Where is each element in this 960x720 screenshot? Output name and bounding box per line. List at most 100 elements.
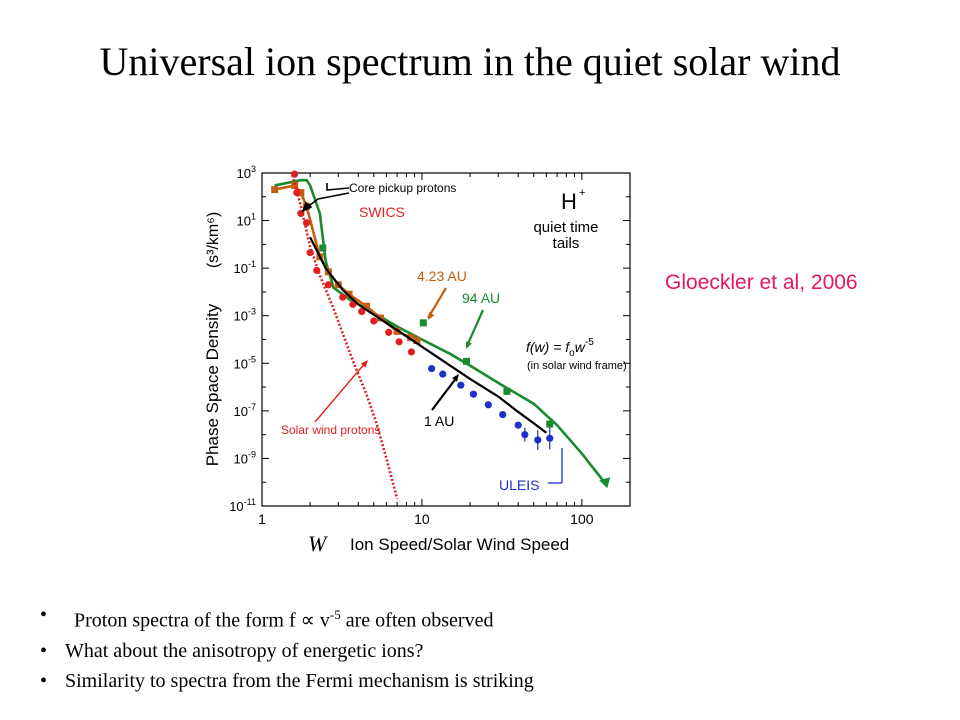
y-tick-base: 10 [229,499,243,514]
swics-point [324,281,332,289]
citation-label: Gloeckler et al, 2006 [665,271,858,294]
uleis-point [469,390,478,398]
bullet-text-pre: Proton spectra of the form f [74,609,301,632]
94-au-points-point [419,319,427,327]
x-axis-variable: W [308,531,328,556]
bullet-text: Similarity to spectra from the Fermi mec… [65,669,534,692]
4-23-au-point [413,337,421,345]
1-au-line [309,236,548,434]
y-tick-base: 10 [237,166,251,181]
4-23-au-point [407,334,415,342]
au423-arrow [427,287,447,319]
uleis-point [484,401,492,409]
solar-wind-protons-label: Solar wind protons [281,423,380,437]
y-axis-label: Phase Space Density [203,303,222,466]
y-tick-exp: -1 [248,259,256,269]
bullet-dot: • [40,604,48,626]
4-23-au-point [297,189,305,197]
uleis-point [457,381,465,389]
y-tick-exp: 3 [251,164,256,174]
species-charge: + [579,187,585,199]
y-tick-exp: -7 [248,402,256,412]
core-pickup-label: Core pickup protons [349,181,456,195]
bullet-text: What about the anisotropy of energetic i… [65,639,424,662]
formula-exp: -5 [585,337,594,348]
swics-point [370,317,378,325]
au94-end-arrow [599,477,611,489]
bullet-exponent: -5 [329,607,341,622]
y-tick-exp: 1 [251,212,256,222]
swics-point [395,338,403,346]
4-23-au-point [271,186,279,194]
swics-point [385,328,393,336]
y-tick-label: 101 [237,212,256,229]
uleis-point [439,370,447,378]
solar-wind-arrowhead [360,360,368,368]
au423-label: 4.23 AU [417,268,467,284]
formula-note: (in solar wind frame) [527,360,627,372]
4-23-au-point [345,290,353,298]
uleis-label: ULEIS [499,477,539,493]
94-au-line [274,178,607,485]
4-23-au-point [362,302,370,310]
formula-sub: o [569,348,575,359]
slide-title: Universal ion spectrum in the quiet sola… [99,39,841,84]
y-tick-label: 10-3 [234,307,256,324]
swics-point [339,293,347,301]
formula-var: w [575,339,586,355]
swics-point [358,307,366,316]
au94-label: 94 AU [462,290,500,306]
y-tick-label: 10-11 [229,497,256,514]
y-tick-label: 10-7 [234,402,256,419]
y-tick-base: 10 [234,404,248,419]
swics-label: SWICS [359,204,405,220]
uleis-point [499,410,507,419]
uleis-bracket [548,448,563,484]
au94-arrow [465,309,485,347]
proportional-symbol: ∝ [300,609,315,632]
series-layer [271,170,611,500]
swics-point [407,348,416,356]
y-tick-exp: -9 [248,449,256,459]
bullet-item: • Proton spectra of the form f ∝ v-5 are… [40,600,534,636]
formula-lhs: f(w) = f [526,339,571,355]
au1-arrow [431,376,458,411]
y-tick-label: 103 [237,164,256,181]
formula: f(w) = fow-5 [526,337,594,359]
94-au-points-point [546,420,554,428]
y-tick-exp: -11 [244,497,256,507]
bullet-text-post: are often observed [340,609,494,632]
94-au-points-point [319,244,327,252]
bullet-list: • Proton spectra of the form f ∝ v-5 are… [40,600,534,696]
annotations-layer: Phase Space Density (s³/km⁶) W Ion Speed… [203,181,627,556]
au94-arrowhead [466,341,472,349]
bullet-text-mid: v [314,609,330,632]
uleis-point [428,364,436,373]
4-23-au-point [291,181,299,189]
au423-arrowhead [428,312,435,320]
bullet-dot: • [40,639,48,662]
tails-label: tails [553,235,580,252]
au1-arrowhead [452,374,459,382]
y-tick-label: 10-5 [234,354,256,371]
y-tick-exp: -5 [248,354,256,364]
swics-point [349,300,357,308]
y-tick-base: 10 [237,214,251,229]
solar-wind-arrow [314,361,367,423]
y-tick-exp: -3 [248,307,256,317]
y-tick-base: 10 [234,309,248,324]
x-tick-label: 1 [258,511,266,527]
94-au-points-point [503,387,511,395]
y-tick-base: 10 [234,261,248,276]
x-tick-label: 100 [570,511,594,527]
x-axis-label: Ion Speed/Solar Wind Speed [350,535,569,554]
bullet-item: • What about the anisotropy of energetic… [40,636,534,666]
y-tick-base: 10 [234,356,248,371]
y-tick-base: 10 [234,451,248,466]
x-tick-label: 10 [414,511,430,527]
uleis-point [514,421,522,429]
y-tick-label: 10-1 [234,259,256,276]
species-label: H [561,189,577,214]
